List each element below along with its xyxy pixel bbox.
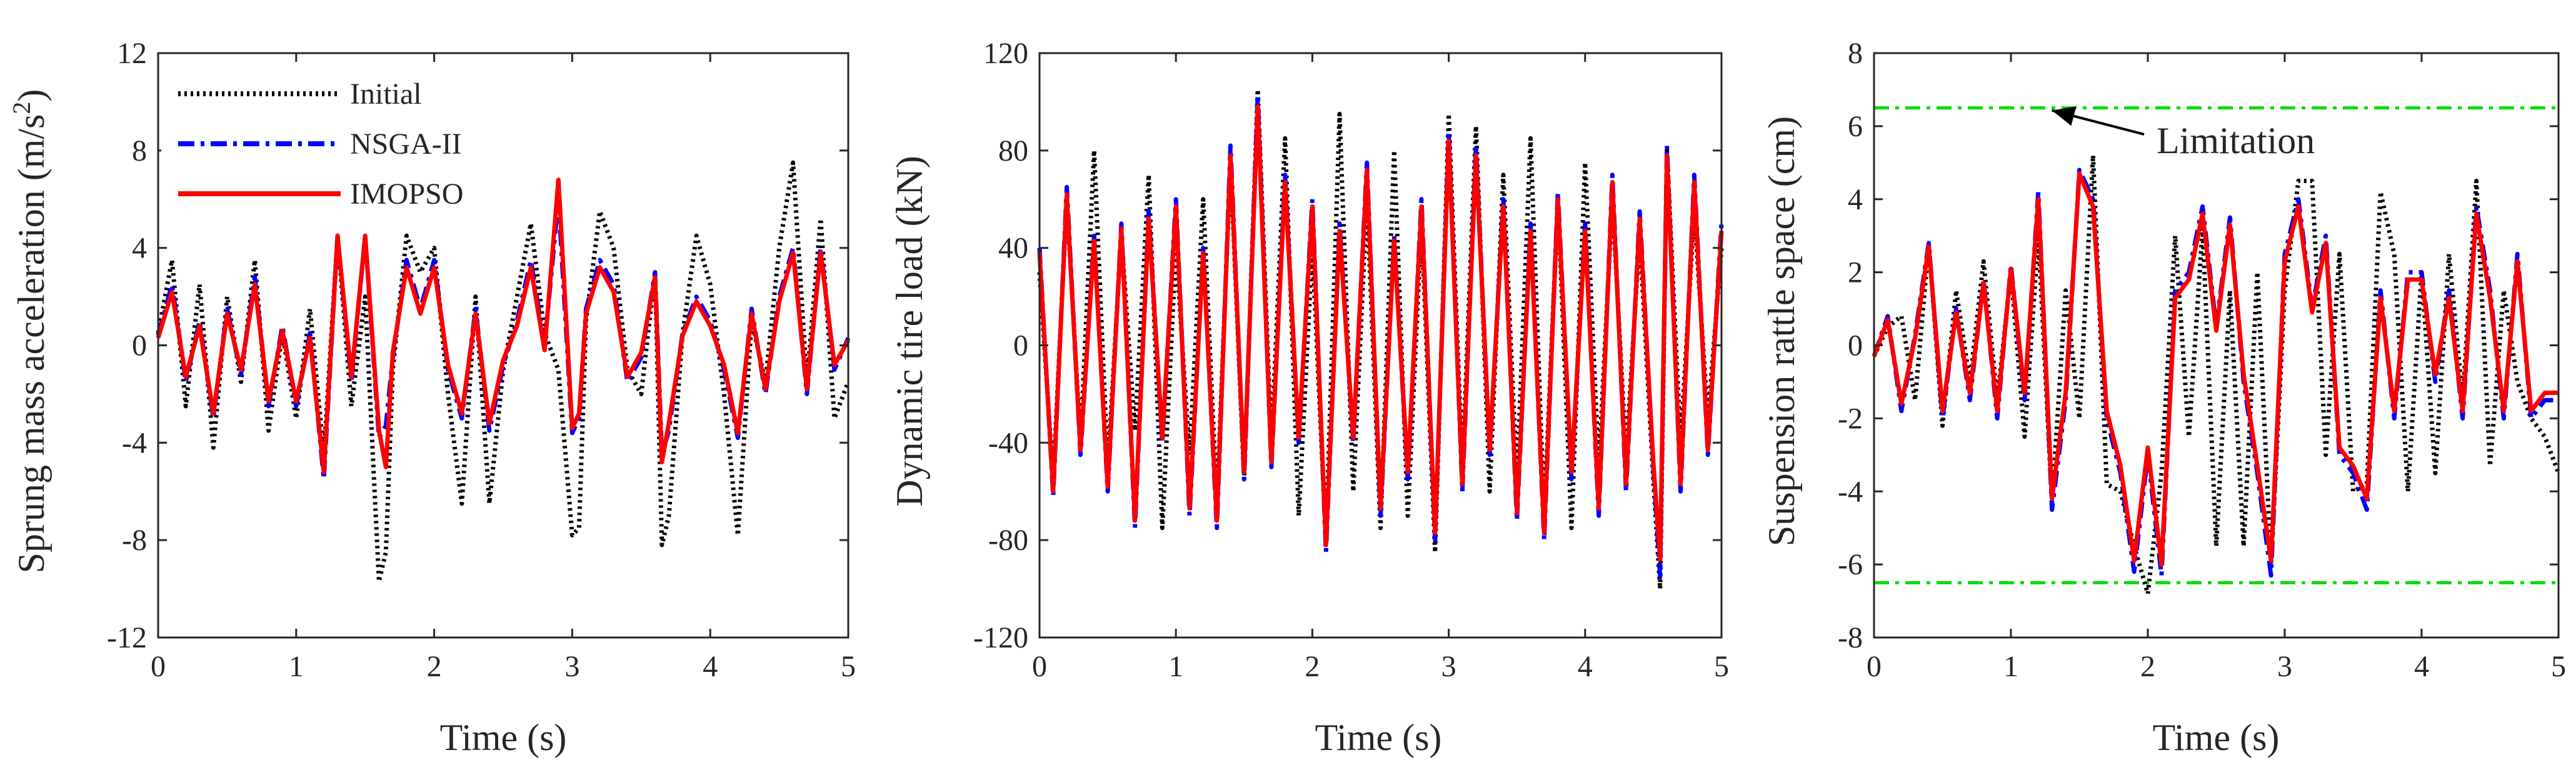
x-tick-label: 2 [427,650,442,683]
y-tick-label: 6 [1848,110,1863,143]
legend-entry-nsga: NSGA-II [178,128,462,161]
x-axis-label: Time (s) [2153,717,2280,758]
y-tick-label: -40 [988,426,1028,459]
y-tick-label: 2 [1848,256,1863,289]
y-tick-label: 4 [132,232,147,265]
y-tick-label: 0 [132,329,147,362]
y-tick-label: -4 [122,426,147,459]
legend-label-imopso: IMOPSO [350,178,463,211]
annotation-arrow [2052,106,2145,136]
y-tick-label: -4 [1838,475,1863,508]
y-tick-label: 8 [132,134,147,168]
y-tick-label: 0 [1848,329,1863,362]
x-tick-label: 0 [151,650,166,683]
x-tick-label: 4 [2414,650,2429,683]
y-tick-label: -120 [973,621,1028,654]
annotation-label: Limitation [2157,120,2315,161]
x-tick-label: 4 [1578,650,1593,683]
x-tick-label: 2 [2140,650,2155,683]
y-tick-label: -8 [1838,621,1863,654]
series-line-imopso [156,178,851,474]
x-tick-label: 3 [1441,650,1456,683]
plot-area [1037,87,1724,591]
y-tick-label: -80 [988,524,1028,557]
x-tick-label: 0 [1867,650,1882,683]
axes: 0 1 2 3 4 5 -120 -80 -40 0 40 80 120 [973,37,1729,683]
y-axis-label-main: Sprung mass acceleration (m/s [11,114,52,574]
legend: Initial NSGA-II IMOPSO [161,62,524,222]
y-tick-label: 12 [117,37,147,70]
y-axis-label-superscript: 2 [8,102,36,114]
plot-area [1872,106,2561,596]
series-line-initial [1872,153,2561,596]
x-tick-label: 1 [289,650,304,683]
y-tick-label: 8 [1848,37,1863,70]
y-tick-label: -8 [122,524,147,557]
y-axis-label: Dynamic tire load (kN) [889,156,930,506]
x-tick-label: 5 [841,650,856,683]
y-tick-label: 120 [983,37,1028,70]
plot-area [156,160,851,584]
y-tick-label: 80 [998,134,1028,168]
y-tick-label: -2 [1838,402,1863,435]
legend-label-nsga: NSGA-II [350,128,462,161]
series-line-imopso [1037,104,1724,562]
axes: 0 1 2 3 4 5 -8 -6 -4 -2 0 2 4 6 8 [1838,37,2566,683]
series-line-imopso [1872,171,2558,567]
limitation-annotation: Limitation [2052,106,2315,161]
x-tick-label: 0 [1032,650,1047,683]
panel-tire-load: 0 1 2 3 4 5 -120 -80 -40 0 40 80 120 Dynamic tire lo… [889,37,1729,758]
y-tick-label: -12 [107,621,147,654]
x-axis-label: Time (s) [440,717,567,758]
x-tick-label: 2 [1305,650,1320,683]
x-axis-label: Time (s) [1315,717,1442,758]
y-axis-label: Sprung mass acceleration (m/s2) [8,89,53,574]
x-tick-label: 3 [2277,650,2292,683]
x-tick-label: 4 [703,650,718,683]
panel-rattle-space: 0 1 2 3 4 5 -8 -6 -4 -2 0 2 4 6 8 Suspension rattle sp… [1761,37,2566,758]
legend-entry-imopso: IMOPSO [178,178,463,211]
y-tick-label: 0 [1013,329,1028,362]
legend-label-initial: Initial [350,78,422,111]
y-tick-label: -6 [1838,548,1863,581]
y-tick-label: 40 [998,232,1028,265]
x-tick-label: 5 [1714,650,1729,683]
x-tick-label: 3 [564,650,579,683]
y-axis-label-tail: ) [11,89,52,102]
y-tick-label: 4 [1848,183,1863,216]
legend-entry-initial: Initial [178,78,422,111]
y-axis-label: Suspension rattle space (cm) [1761,116,1802,546]
x-tick-label: 1 [1168,650,1183,683]
x-tick-label: 1 [2003,650,2018,683]
x-tick-label: 5 [2551,650,2566,683]
series-line-nsga-ii [1872,168,2558,578]
